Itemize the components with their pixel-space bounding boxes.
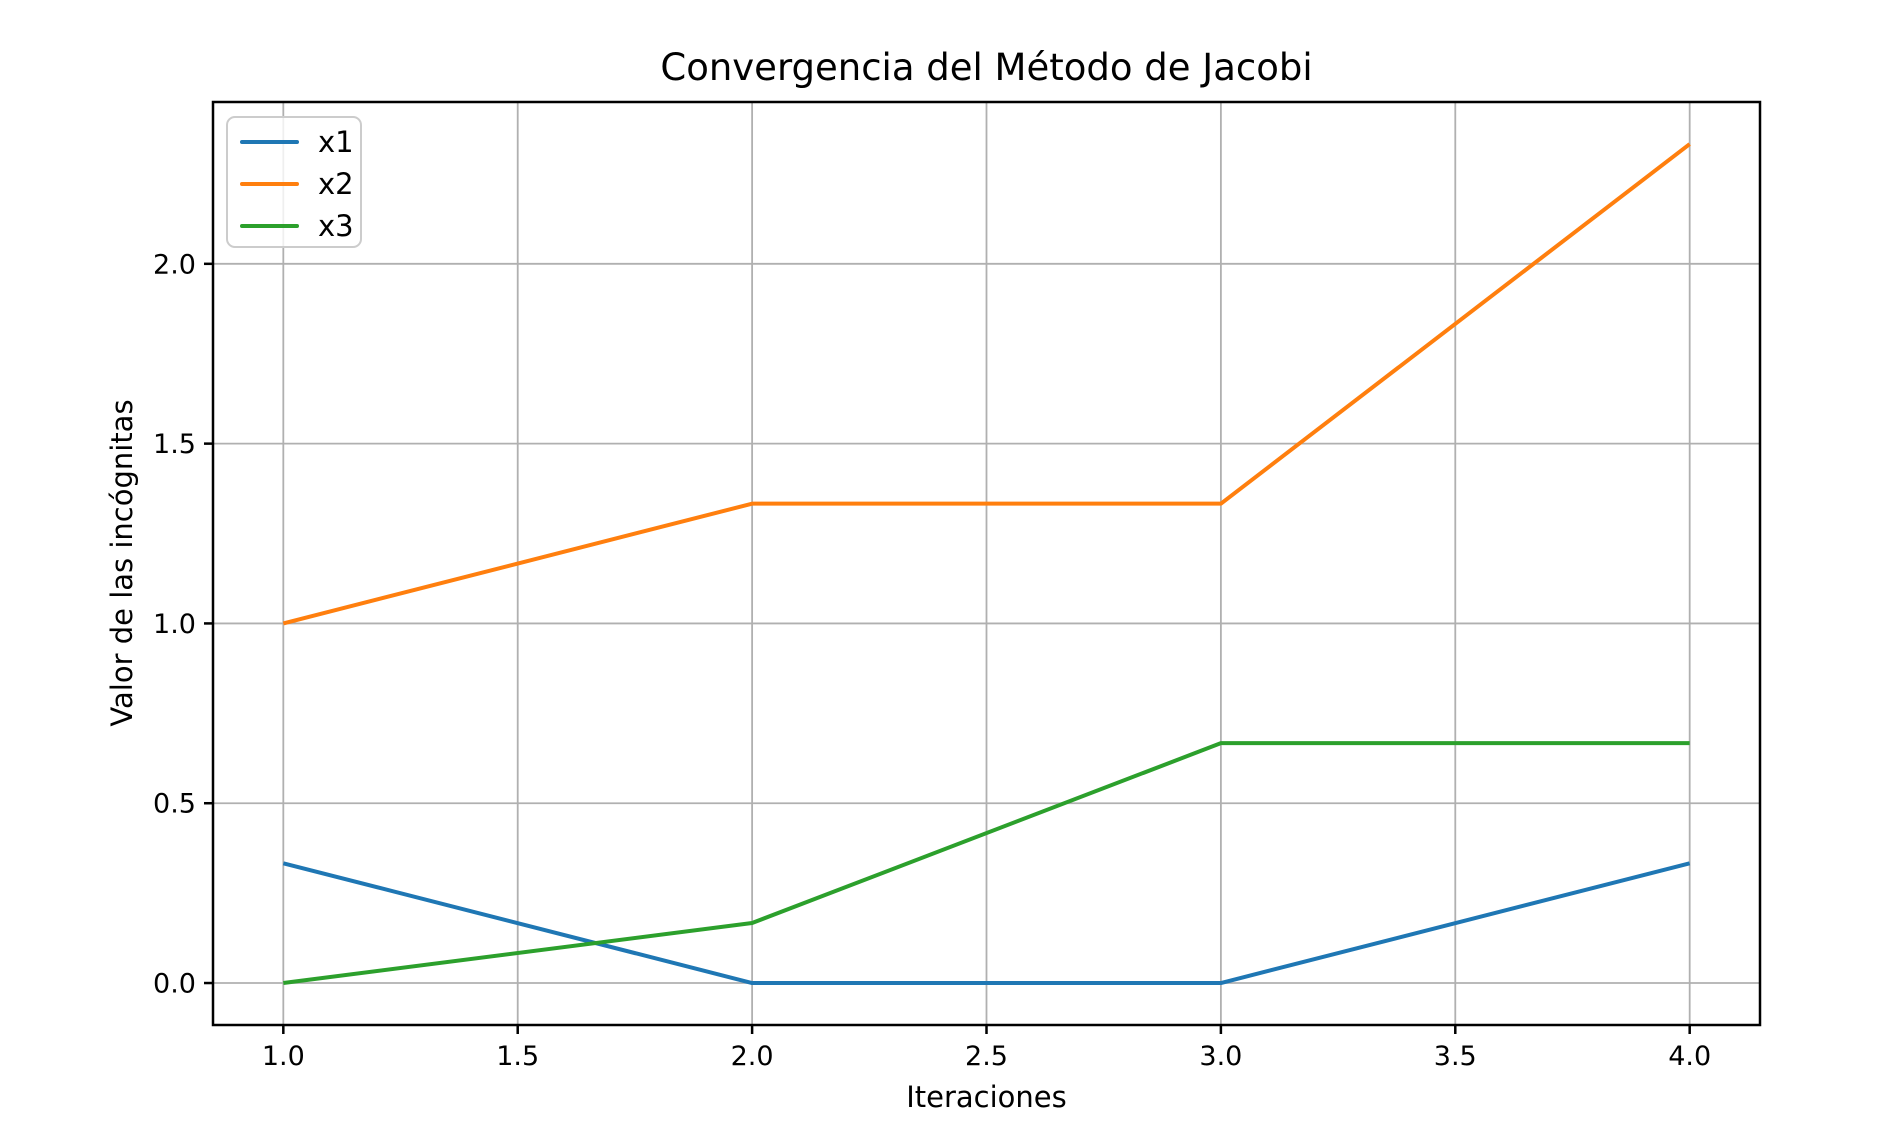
y-tick-label-2.0: 2.0	[153, 249, 196, 280]
x-tick-label-1.5: 1.5	[496, 1041, 539, 1072]
axes-spines	[211, 100, 1762, 1027]
x-tick-label-2.0: 2.0	[731, 1041, 774, 1072]
x-tick-label-3.0: 3.0	[1199, 1041, 1242, 1072]
y-axis-label: Valor de las incógnitas	[105, 399, 139, 727]
chart-title: Convergencia del Método de Jacobi	[660, 46, 1313, 89]
legend-swatch-x3	[240, 223, 299, 229]
legend-swatch-x1	[240, 139, 299, 145]
series-line-x1	[282, 861, 1691, 986]
x-axis-label: Iteraciones	[906, 1080, 1067, 1114]
x-tick-label-3.5: 3.5	[1434, 1041, 1477, 1072]
legend-swatch-x2	[240, 181, 299, 187]
legend-label-x2: x2	[318, 166, 354, 201]
legend: x1 x2 x3	[226, 116, 362, 248]
y-tick-label-1.5: 1.5	[153, 429, 196, 460]
series-line-x2	[282, 142, 1691, 626]
x-tick-label-4.0: 4.0	[1668, 1041, 1711, 1072]
y-tick-label-0.5: 0.5	[153, 789, 196, 820]
legend-label-x1: x1	[318, 124, 354, 159]
y-tick-label-0.0: 0.0	[153, 969, 196, 1000]
series-line-x3	[283, 741, 1690, 986]
x-tick-label-2.5: 2.5	[965, 1041, 1008, 1072]
x-tick-label-1.0: 1.0	[262, 1041, 305, 1072]
y-tick-label-1.0: 1.0	[153, 609, 196, 640]
legend-row-x2: x2	[240, 163, 360, 205]
legend-label-x3: x3	[318, 208, 354, 243]
legend-row-x1: x1	[240, 121, 360, 163]
legend-row-x3: x3	[240, 205, 360, 247]
